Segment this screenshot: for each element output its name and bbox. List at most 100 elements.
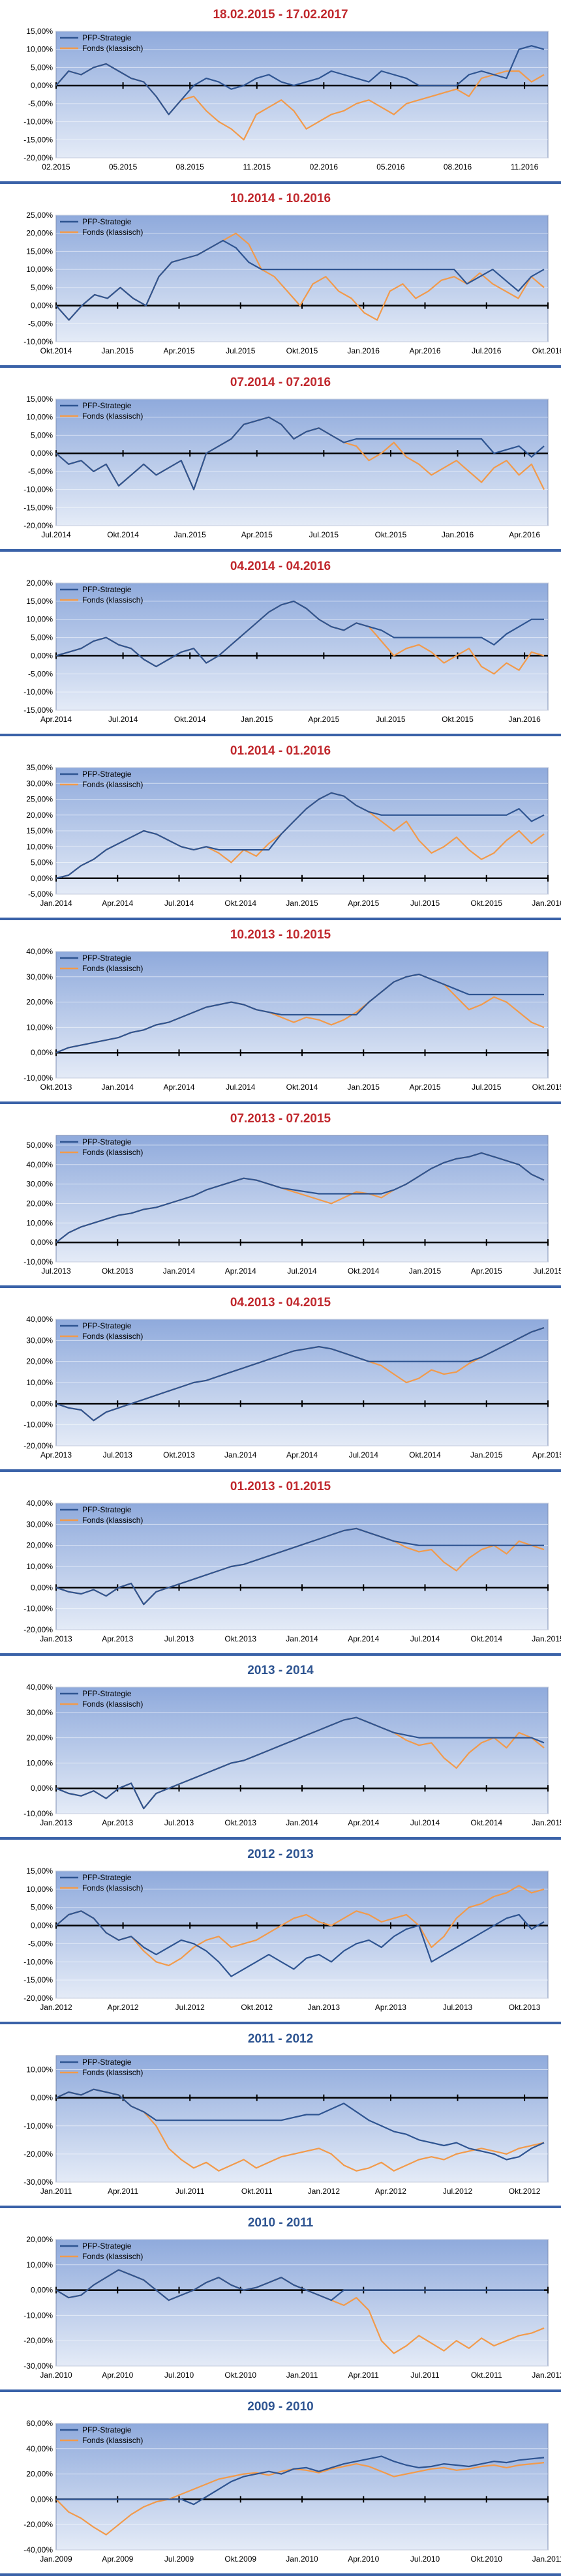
series-line-fonds-klassisch <box>55 2462 545 2536</box>
chart-svg: 40,00% 30,00% 20,00% 10,00% 0,00% -10,00% -20,… <box>23 1315 561 1460</box>
x-tick-label: Jan.2015 <box>241 715 273 724</box>
y-tick-label: 10,00% <box>26 265 53 274</box>
x-tick-label: Apr.2015 <box>308 715 339 724</box>
x-tick-label: Jul.2014 <box>410 1818 440 1827</box>
x-tick-label: Apr.2010 <box>348 2554 379 2564</box>
y-tick-label: 40,00% <box>26 947 53 956</box>
x-tick-label: Okt.2010 <box>224 2371 256 2380</box>
series-line-pfp-strategie <box>56 2455 545 2506</box>
y-tick-label: 25,00% <box>26 795 53 804</box>
legend-label-fonds: Fonds (klassisch) <box>82 780 143 789</box>
x-tick-label: Okt.2014 <box>348 1266 380 1276</box>
x-tick-label: Jan.2016 <box>532 899 561 908</box>
y-tick-label: 10,00% <box>26 1023 53 1032</box>
series-line-pfp-strategie <box>55 1152 545 1244</box>
y-tick-label: 0,00% <box>31 1399 53 1408</box>
y-tick-label: -10,00% <box>23 1809 53 1818</box>
x-tick-label: Okt.2014 <box>470 1818 502 1827</box>
y-tick-label: -5,00% <box>28 467 53 476</box>
legend-label-strategy: PFP-Strategie <box>82 953 132 963</box>
y-tick-label: 60,00% <box>26 2419 53 2428</box>
panel-separator <box>0 1101 561 1104</box>
plot-area <box>55 582 549 711</box>
chart-title: 04.2014 - 04.2016 <box>230 560 331 573</box>
chart-panel: 2010 - 2011 20,00% 10,00% 0,00% -10,00% -20,0… <box>0 2208 561 2392</box>
legend: PFP-Strategie Fonds (klassisch) <box>60 1505 143 1525</box>
chart-title: 01.2014 - 01.2016 <box>230 744 331 758</box>
chart-panel: 07.2014 - 07.2016 15,00% 10,00% 5,00% 0,00% -… <box>0 368 561 552</box>
chart-panel: 2013 - 2014 40,00% 30,00% 20,00% 10,00% 0,00%… <box>0 1656 561 1840</box>
x-tick-label: Jan.2015 <box>286 899 318 908</box>
x-tick-label: 02.2016 <box>310 162 339 172</box>
x-tick-label: Okt.2013 <box>163 1450 195 1460</box>
chart-svg: 40,00%30,00%20,00%10,00%0,00%-10,00%Okt.… <box>23 947 561 1092</box>
legend-label-fonds: Fonds (klassisch) <box>82 1700 143 1709</box>
x-tick-label: Jan.2010 <box>286 2554 318 2564</box>
series-line-pfp-strategie <box>55 1527 544 1606</box>
y-tick-label: -20,00% <box>23 2520 53 2529</box>
x-tick-label: Okt.2015 <box>532 1083 561 1092</box>
x-tick-label: Okt.2014 <box>107 530 139 539</box>
chart-panel: 2009 - 2010 60,00% 40,00% 20,00% 0,00% -20,00… <box>0 2392 561 2576</box>
x-tick-label: 08.2015 <box>175 162 204 172</box>
y-tick-label: 10,00% <box>26 45 53 54</box>
y-tick-label: -15,00% <box>23 503 53 512</box>
legend-label-strategy: PFP-Strategie <box>82 585 132 594</box>
y-tick-label: 20,00% <box>26 811 53 820</box>
chart-panel: 04.2013 - 04.2015 40,00% 30,00% 20,00% 10,00… <box>0 1288 561 1472</box>
x-tick-label: Jul.2010 <box>164 2371 194 2380</box>
x-tick-label: Jan.2012 <box>40 2003 72 2012</box>
x-tick-label: Apr.2014 <box>163 1083 194 1092</box>
y-tick-label: -20,00% <box>23 1441 53 1450</box>
x-tick-label: Jan.2015 <box>409 1266 442 1276</box>
chart-panel: 01.2014 - 01.2016 35,00% 30,00% 25,00% 20,00… <box>0 736 561 920</box>
y-tick-label: 15,00% <box>26 1866 53 1876</box>
y-tick-label: 30,00% <box>26 1520 53 1529</box>
y-tick-label: -10,00% <box>23 687 53 696</box>
plot-area <box>55 1870 549 1999</box>
legend-label-strategy: PFP-Strategie <box>82 1505 132 1514</box>
x-tick-label: Jan.2014 <box>163 1266 196 1276</box>
legend-label-fonds: Fonds (klassisch) <box>82 1516 143 1525</box>
y-tick-label: 10,00% <box>26 842 53 851</box>
x-tick-label: Okt.2014 <box>286 1083 318 1092</box>
x-tick-label: Jul.2011 <box>410 2371 440 2380</box>
plot-area <box>55 215 549 342</box>
x-tick-label: Apr.2011 <box>108 2187 138 2196</box>
x-tick-label: Okt.2013 <box>509 2003 541 2012</box>
y-tick-label: -20,00% <box>23 1994 53 2003</box>
y-tick-label: -10,00% <box>23 1957 53 1966</box>
legend-label-fonds: Fonds (klassisch) <box>82 228 143 237</box>
chart-title: 10.2013 - 10.2015 <box>230 928 331 942</box>
x-tick-label: Apr.2009 <box>102 2554 133 2564</box>
legend-label-fonds: Fonds (klassisch) <box>82 964 143 973</box>
y-tick-label: 5,00% <box>31 858 53 867</box>
y-tick-label: 0,00% <box>31 1048 53 1057</box>
x-tick-label: Okt.2016 <box>532 346 561 355</box>
y-tick-label: -20,00% <box>23 2336 53 2345</box>
y-tick-label: -10,00% <box>23 2121 53 2131</box>
x-tick-label: Apr.2016 <box>509 530 540 539</box>
x-tick-label: Jan.2011 <box>40 2187 72 2196</box>
x-tick-label: Jul.2015 <box>533 1266 561 1276</box>
chart-title: 07.2013 - 07.2015 <box>230 1112 331 1126</box>
y-tick-label: -10,00% <box>23 485 53 494</box>
legend-label-fonds: Fonds (klassisch) <box>82 2068 143 2077</box>
panel-separator <box>0 2206 561 2208</box>
x-tick-label: Jan.2015 <box>532 1634 561 1643</box>
y-tick-label: 30,00% <box>26 1708 53 1717</box>
x-tick-label: Apr.2015 <box>348 899 379 908</box>
x-tick-label: Apr.2014 <box>348 1818 379 1827</box>
y-tick-label: 0,00% <box>31 1583 53 1592</box>
x-tick-label: Apr.2011 <box>348 2371 379 2380</box>
x-tick-label: Jul.2014 <box>41 530 71 539</box>
